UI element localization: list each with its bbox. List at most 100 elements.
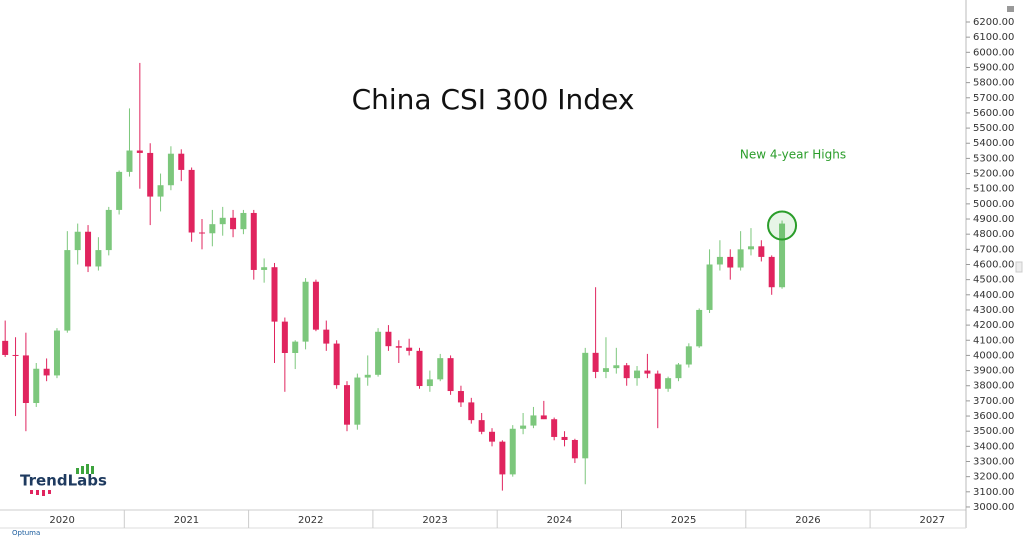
x-tick-label: 2027 xyxy=(920,515,945,526)
candle-body xyxy=(43,368,50,376)
candle-body xyxy=(364,374,371,378)
candle-body xyxy=(95,250,102,267)
candle-body xyxy=(64,250,71,331)
y-tick-label: 4300.00 xyxy=(973,305,1014,316)
y-tick-label: 4600.00 xyxy=(973,259,1014,270)
candle-body xyxy=(271,267,278,322)
x-tick-label: 2024 xyxy=(547,515,572,526)
y-tick-label: 6200.00 xyxy=(973,17,1014,28)
candle-body xyxy=(292,341,299,353)
candle-body xyxy=(219,217,226,225)
candle-body xyxy=(105,209,112,251)
candle-body xyxy=(623,365,630,379)
candle-body xyxy=(478,420,485,432)
candle-body xyxy=(634,370,641,379)
y-tick-label: 5100.00 xyxy=(973,184,1014,195)
y-tick-label: 3600.00 xyxy=(973,411,1014,422)
source: Optuma xyxy=(12,529,40,537)
candle-body xyxy=(312,281,319,330)
candle-body xyxy=(499,441,506,475)
candle-body xyxy=(644,370,651,374)
candle-body xyxy=(737,249,744,268)
logo-bar xyxy=(76,468,79,474)
lock-icon xyxy=(1007,6,1014,12)
y-tick-label: 5800.00 xyxy=(973,78,1014,89)
y-tick-label: 5200.00 xyxy=(973,169,1014,180)
logo-bar xyxy=(81,466,84,474)
candle-body xyxy=(209,224,216,234)
candle-body xyxy=(457,391,464,403)
candle-body xyxy=(613,365,620,369)
candle-body xyxy=(230,217,237,230)
candle-body xyxy=(447,358,454,392)
y-tick-label: 4200.00 xyxy=(973,320,1014,331)
y-tick-label: 4900.00 xyxy=(973,214,1014,225)
scroll-handle[interactable] xyxy=(1015,261,1023,273)
y-tick-label: 6000.00 xyxy=(973,47,1014,58)
candle-body xyxy=(354,377,361,425)
y-tick-label: 4000.00 xyxy=(973,350,1014,361)
x-tick-label: 2020 xyxy=(49,515,74,526)
candle-body xyxy=(323,329,330,344)
candle-body xyxy=(716,256,723,265)
candle-body xyxy=(375,331,382,375)
candle-body xyxy=(520,425,527,429)
candle-body xyxy=(147,152,154,197)
logo-bar xyxy=(86,464,89,474)
candle-body xyxy=(582,352,589,459)
candle-body xyxy=(416,350,423,387)
candle-body xyxy=(551,419,558,437)
candle-body xyxy=(561,436,568,440)
y-tick-label: 3700.00 xyxy=(973,396,1014,407)
candle-body xyxy=(198,232,205,234)
candle-body xyxy=(530,415,537,426)
candle-body xyxy=(706,264,713,310)
chart-title: China CSI 300 Index xyxy=(352,83,635,116)
y-tick-label: 3400.00 xyxy=(973,441,1014,452)
y-tick-label: 3900.00 xyxy=(973,366,1014,377)
candle-body xyxy=(33,368,40,404)
candle-body xyxy=(489,431,496,442)
candle-body xyxy=(157,185,164,197)
y-tick-label: 5700.00 xyxy=(973,93,1014,104)
candle-body xyxy=(281,321,288,353)
candle-body xyxy=(188,169,195,233)
y-tick-label: 5300.00 xyxy=(973,153,1014,164)
x-tick-label: 2025 xyxy=(671,515,696,526)
y-tick-label: 3500.00 xyxy=(973,426,1014,437)
candle-body xyxy=(240,212,247,230)
candle-body xyxy=(727,256,734,268)
y-tick-label: 6100.00 xyxy=(973,32,1014,43)
logo-bar xyxy=(48,490,51,494)
logo-bar xyxy=(36,490,39,495)
candle-body xyxy=(22,355,29,404)
candle-body xyxy=(779,223,786,288)
candle-body xyxy=(178,153,185,170)
y-tick-label: 3300.00 xyxy=(973,457,1014,468)
highlight-circle xyxy=(767,210,798,241)
candle-body xyxy=(250,212,257,270)
y-tick-label: 4700.00 xyxy=(973,244,1014,255)
y-tick-label: 4500.00 xyxy=(973,275,1014,286)
candle-body xyxy=(53,330,60,376)
logo-bar xyxy=(91,466,94,474)
y-tick-label: 4100.00 xyxy=(973,335,1014,346)
y-tick-label: 3800.00 xyxy=(973,381,1014,392)
y-tick-label: 3000.00 xyxy=(973,502,1014,513)
candle-body xyxy=(696,309,703,347)
candle-body xyxy=(592,352,599,372)
x-tick-label: 2021 xyxy=(174,515,199,526)
candle-body xyxy=(540,415,547,420)
candle-body xyxy=(685,346,692,365)
x-tick-label: 2026 xyxy=(795,515,820,526)
candle-body xyxy=(758,246,765,257)
y-tick-label: 5500.00 xyxy=(973,123,1014,134)
candle-body xyxy=(385,331,392,347)
candle-body xyxy=(302,281,309,342)
candle-body xyxy=(509,428,516,475)
logo-text: TrendLabs xyxy=(20,472,107,490)
candle-body xyxy=(665,378,672,389)
candle-body xyxy=(261,267,268,270)
y-tick-label: 4800.00 xyxy=(973,229,1014,240)
